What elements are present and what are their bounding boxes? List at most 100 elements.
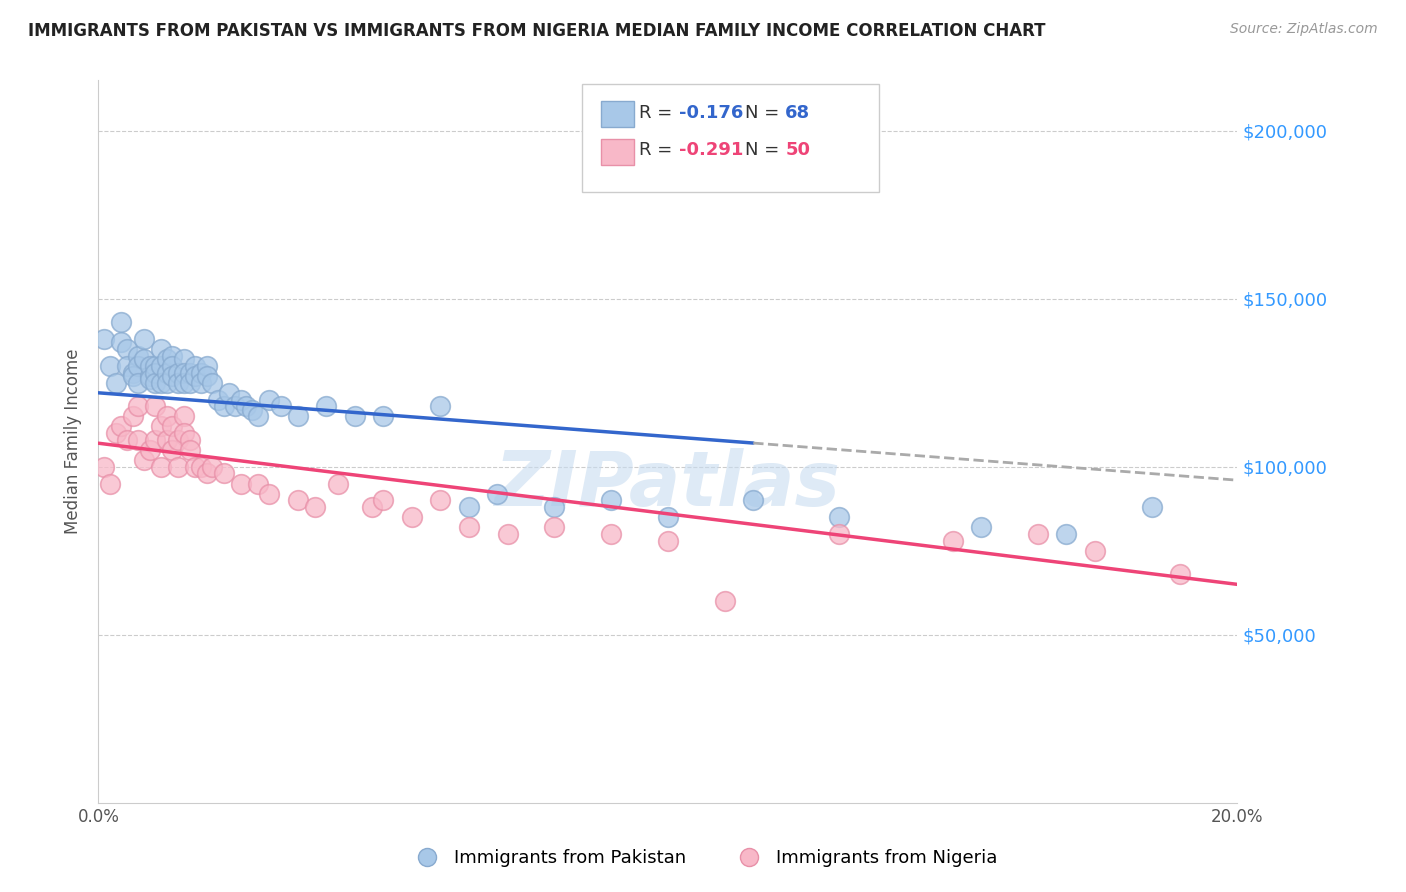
Point [150, 359, 173, 373]
Point [138, 359, 160, 373]
Point [270, 399, 292, 413]
Text: IMMIGRANTS FROM PAKISTAN VS IMMIGRANTS FROM NIGERIA MEDIAN FAMILY INCOME CORRELA: IMMIGRANTS FROM PAKISTAN VS IMMIGRANTS F… [28, 22, 1046, 40]
Point [173, 376, 195, 390]
Point [179, 442, 201, 457]
Point [457, 520, 479, 534]
Point [828, 510, 851, 524]
Text: N =: N = [745, 141, 786, 160]
Point [184, 459, 207, 474]
Text: 50: 50 [785, 141, 810, 160]
Point [218, 385, 240, 400]
Point [121, 366, 143, 380]
Point [132, 352, 155, 367]
Point [201, 459, 224, 474]
Text: 68: 68 [785, 103, 810, 122]
Point [201, 376, 224, 390]
Point [184, 359, 207, 373]
Point [259, 392, 281, 407]
Point [145, 359, 167, 373]
Y-axis label: Median Family Income: Median Family Income [65, 349, 83, 534]
Text: N =: N = [745, 103, 786, 122]
Point [127, 376, 149, 390]
Point [150, 342, 173, 356]
Point [127, 433, 149, 447]
Point [1140, 500, 1163, 514]
Point [156, 366, 179, 380]
Point [145, 366, 167, 380]
Point [110, 315, 132, 329]
Point [115, 433, 138, 447]
Point [127, 399, 149, 413]
Text: R =: R = [640, 103, 678, 122]
Point [246, 409, 269, 424]
Point [110, 419, 132, 434]
Point [98, 476, 121, 491]
Point [287, 493, 309, 508]
Point [315, 399, 337, 413]
Point [600, 527, 623, 541]
Point [600, 493, 623, 508]
Point [373, 493, 395, 508]
Point [138, 442, 160, 457]
Point [121, 409, 143, 424]
Point [229, 476, 252, 491]
Point [167, 459, 190, 474]
Point [104, 426, 127, 441]
Point [457, 500, 479, 514]
Point [156, 433, 179, 447]
Text: Source: ZipAtlas.com: Source: ZipAtlas.com [1230, 22, 1378, 37]
Point [1084, 543, 1107, 558]
Point [115, 359, 138, 373]
Point [287, 409, 309, 424]
Point [145, 376, 167, 390]
Point [138, 372, 160, 386]
Point [98, 359, 121, 373]
Point [162, 359, 184, 373]
Point [173, 366, 195, 380]
Point [714, 594, 737, 608]
Point [110, 335, 132, 350]
Point [543, 520, 565, 534]
Point [162, 369, 184, 384]
Point [498, 527, 520, 541]
Point [195, 369, 218, 384]
Point [150, 376, 173, 390]
Point [1170, 567, 1192, 582]
Point [162, 419, 184, 434]
FancyBboxPatch shape [582, 84, 879, 193]
Point [195, 467, 218, 481]
Point [145, 433, 167, 447]
Point [486, 486, 509, 500]
Point [224, 399, 246, 413]
Point [167, 433, 190, 447]
Point [246, 476, 269, 491]
Point [657, 510, 679, 524]
FancyBboxPatch shape [600, 139, 634, 165]
Point [190, 376, 212, 390]
Point [162, 349, 184, 363]
Point [145, 399, 167, 413]
Point [828, 527, 851, 541]
Point [167, 376, 190, 390]
Point [195, 359, 218, 373]
Point [543, 500, 565, 514]
Point [167, 366, 190, 380]
Point [240, 402, 263, 417]
Point [156, 352, 179, 367]
Point [179, 366, 201, 380]
Point [657, 533, 679, 548]
Text: -0.176: -0.176 [679, 103, 744, 122]
Point [127, 349, 149, 363]
Point [104, 376, 127, 390]
Legend: Immigrants from Pakistan, Immigrants from Nigeria: Immigrants from Pakistan, Immigrants fro… [401, 842, 1005, 874]
Point [212, 399, 235, 413]
Point [235, 399, 257, 413]
Point [121, 369, 143, 384]
Point [429, 399, 451, 413]
Point [304, 500, 326, 514]
Point [150, 419, 173, 434]
Point [179, 376, 201, 390]
Point [190, 459, 212, 474]
Point [173, 426, 195, 441]
Point [401, 510, 423, 524]
